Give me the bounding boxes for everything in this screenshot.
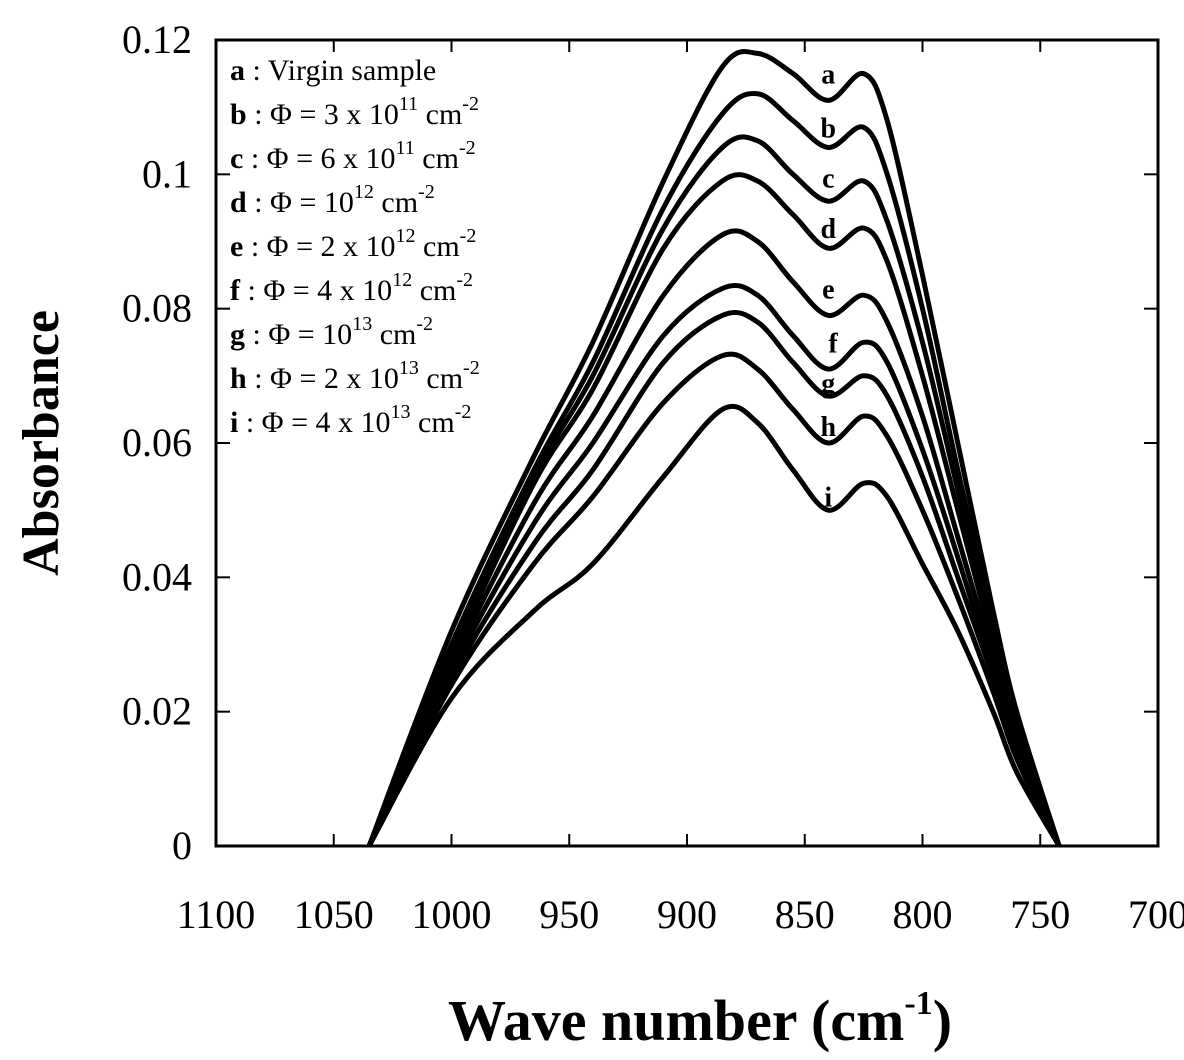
- legend-text: : Φ = 3 x 10: [247, 98, 399, 131]
- legend-text: : Φ = 4 x 10: [238, 406, 390, 439]
- series-line-f: [366, 283, 1062, 848]
- legend-exponent: 12: [354, 181, 374, 203]
- legend-unit-exponent: -2: [459, 137, 476, 159]
- legend-unit: cm: [412, 274, 456, 307]
- legend-key: a: [230, 54, 245, 87]
- y-tick-label: 0.02: [122, 689, 192, 734]
- y-tick-label: 0.1: [142, 151, 192, 196]
- x-tick-label: 950: [539, 892, 599, 937]
- legend-key: f: [230, 274, 241, 307]
- legend-entry-a: a : Virgin sample: [230, 54, 436, 87]
- x-tick-label: 900: [657, 892, 717, 937]
- legend-unit-exponent: -2: [463, 357, 480, 379]
- x-tick-label: 850: [775, 892, 835, 937]
- y-tick-label: 0.04: [122, 554, 192, 599]
- series-label-a: a: [821, 60, 835, 91]
- series-line-e: [366, 228, 1062, 848]
- legend-exponent: 12: [396, 225, 416, 247]
- series-label-f: f: [828, 328, 838, 359]
- series-label-h: h: [821, 412, 837, 443]
- legend-text: : Φ = 6 x 10: [243, 142, 395, 175]
- legend-unit-exponent: -2: [462, 93, 479, 115]
- series-label-g: g: [821, 369, 835, 400]
- series-label-i: i: [824, 483, 832, 514]
- legend-text: : Φ = 2 x 10: [247, 362, 399, 395]
- legend-entry-h: h : Φ = 2 x 1013 cm-2: [230, 357, 480, 395]
- legend-entry-d: d : Φ = 1012 cm-2: [230, 181, 435, 219]
- series-lines: [366, 49, 1062, 848]
- legend-unit-exponent: -2: [416, 313, 433, 335]
- legend-key: h: [230, 362, 247, 395]
- x-tick-label: 1100: [177, 892, 256, 937]
- y-tick-label: 0: [172, 823, 192, 868]
- legend-key: b: [230, 98, 247, 131]
- legend-unit-exponent: -2: [456, 269, 473, 291]
- legend-unit: cm: [416, 230, 460, 263]
- x-tick-label: 750: [1010, 892, 1070, 937]
- legend-entry-i: i : Φ = 4 x 1013 cm-2: [230, 401, 471, 439]
- series-label-d: d: [821, 214, 837, 245]
- x-axis-title: Wave number (cm-1): [448, 985, 952, 1053]
- legend-entry-e: e : Φ = 2 x 1012 cm-2: [230, 225, 476, 263]
- y-tick-label: 0.08: [122, 286, 192, 331]
- x-axis-title-close: ): [933, 988, 952, 1053]
- legend-text: : Φ = 10: [245, 318, 352, 351]
- legend-unit: cm: [411, 406, 455, 439]
- legend-exponent: 11: [396, 137, 415, 159]
- series-line-g: [366, 310, 1062, 848]
- legend-entry-f: f : Φ = 4 x 1012 cm-2: [230, 269, 473, 307]
- legend-unit: cm: [418, 98, 462, 131]
- series-line-i: [366, 403, 1062, 848]
- legend-unit: cm: [419, 362, 463, 395]
- series-label-b: b: [821, 113, 837, 144]
- series-line-a: [366, 49, 1062, 847]
- legend-unit: cm: [415, 142, 459, 175]
- x-tick-label: 1000: [412, 892, 492, 937]
- legend-key: e: [230, 230, 243, 263]
- y-axis-ticks: 0 0.02 0.04 0.06 0.08 0.1 0.12: [122, 17, 1158, 868]
- legend-unit-exponent: -2: [455, 401, 472, 423]
- y-axis-title: Absorbance: [13, 310, 70, 576]
- legend-entry-g: g : Φ = 1013 cm-2: [230, 313, 433, 351]
- x-tick-label: 1050: [294, 892, 374, 937]
- x-axis-title-sup: -1: [904, 985, 932, 1022]
- legend-exponent: 13: [391, 401, 411, 423]
- series-line-c: [366, 134, 1062, 847]
- legend-entry-b: b : Φ = 3 x 1011 cm-2: [230, 93, 479, 131]
- legend-unit: cm: [372, 318, 416, 351]
- legend-text: : Φ = 4 x 10: [240, 274, 392, 307]
- legend-text: : Φ = 2 x 10: [243, 230, 395, 263]
- legend-text: : Virgin sample: [245, 54, 436, 87]
- legend-unit-exponent: -2: [460, 225, 477, 247]
- x-axis-title-main: Wave number (cm: [448, 988, 904, 1053]
- series-line-b: [366, 90, 1062, 847]
- legend-key: d: [230, 186, 247, 219]
- x-tick-label: 700: [1128, 892, 1184, 937]
- x-axis-ticks: 1100 1050 1000 950 900 850 800 750 700: [177, 40, 1184, 937]
- series-label-e: e: [822, 275, 834, 306]
- series-line-h: [366, 351, 1062, 848]
- series-label-c: c: [822, 164, 834, 195]
- y-tick-label: 0.06: [122, 420, 192, 465]
- legend-key: c: [230, 142, 243, 175]
- legend-exponent: 13: [399, 357, 419, 379]
- x-tick-label: 800: [893, 892, 953, 937]
- legend-exponent: 11: [399, 93, 418, 115]
- series-line-d: [366, 172, 1062, 848]
- legend-exponent: 12: [392, 269, 412, 291]
- legend-unit: cm: [374, 186, 418, 219]
- legend-unit-exponent: -2: [418, 181, 435, 203]
- legend-key: i: [230, 406, 238, 439]
- legend-key: g: [230, 318, 245, 351]
- y-tick-label: 0.12: [122, 17, 192, 62]
- legend-text: : Φ = 10: [247, 186, 354, 219]
- legend-exponent: 13: [352, 313, 372, 335]
- legend-entry-c: c : Φ = 6 x 1011 cm-2: [230, 137, 476, 175]
